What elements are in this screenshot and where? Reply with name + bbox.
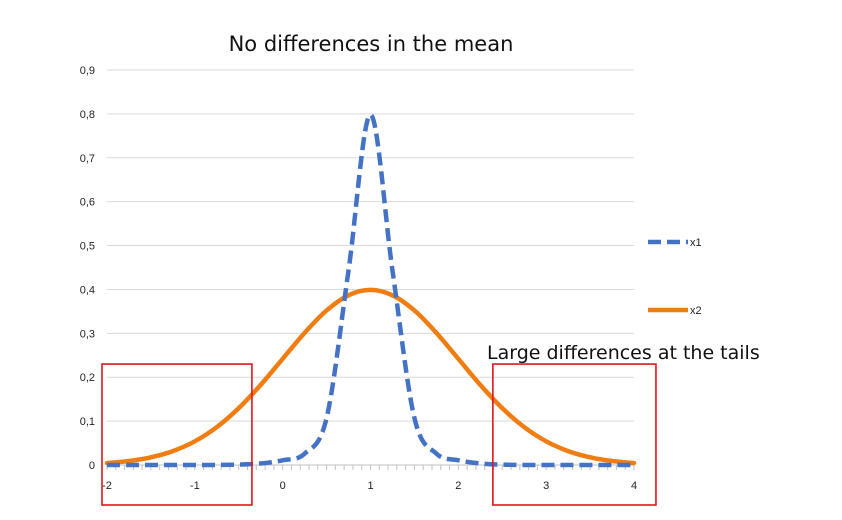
- chart-title: No differences in the mean: [229, 32, 514, 56]
- x-axis: -2 -1 0 1 2 3 4: [102, 464, 637, 492]
- y-tick-label: 0,8: [80, 109, 95, 121]
- y-tick-label: 0,3: [80, 328, 95, 340]
- x-tick-label: 1: [367, 480, 373, 492]
- legend: x1 x2: [648, 237, 702, 317]
- gridlines: [107, 69, 634, 422]
- series-line-x2: [104, 287, 637, 466]
- x-tick-label: 2: [455, 480, 461, 492]
- legend-label-x1: x1: [690, 237, 702, 249]
- y-tick-label: 0,5: [80, 241, 95, 253]
- x-tick-label: 0: [280, 480, 286, 492]
- legend-label-x2: x2: [690, 305, 702, 317]
- highlight-regions: [101, 363, 657, 506]
- y-tick-label: 0,1: [80, 416, 95, 428]
- x-tick-label: -1: [190, 480, 200, 492]
- x-tick-label: -2: [102, 480, 112, 492]
- y-axis: 0 0,1 0,2 0,3 0,4 0,5 0,6 0,7 0,8 0,9: [80, 65, 95, 472]
- series-group: [104, 112, 637, 468]
- y-tick-label: 0,6: [80, 197, 95, 209]
- highlight-box-2: [492, 363, 657, 506]
- x-tick-label: 3: [543, 480, 549, 492]
- y-tick-label: 0,4: [80, 284, 95, 296]
- annotation-tails: Large differences at the tails: [487, 342, 760, 364]
- highlight-box-1: [101, 363, 253, 506]
- x-tick-label: 4: [631, 480, 637, 492]
- y-tick-label: 0,9: [80, 65, 95, 77]
- y-tick-label: 0,2: [80, 372, 95, 384]
- y-tick-label: 0,7: [80, 153, 95, 165]
- y-tick-label: 0: [89, 460, 95, 472]
